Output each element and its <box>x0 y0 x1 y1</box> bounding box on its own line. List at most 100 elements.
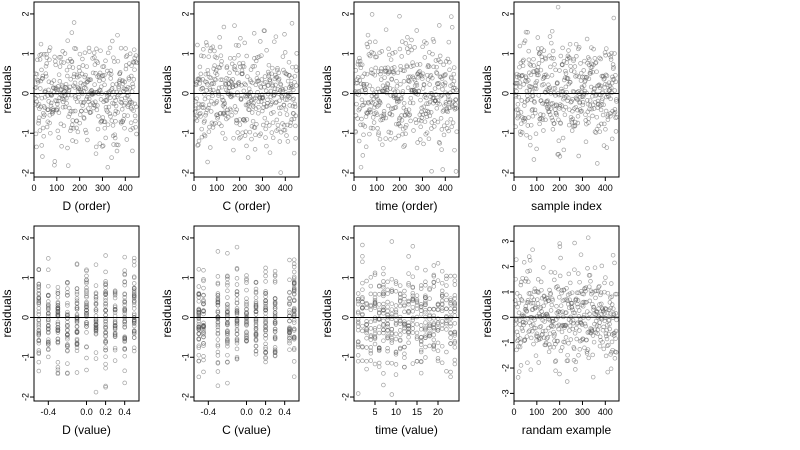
data-point <box>431 342 437 347</box>
data-point <box>368 319 374 325</box>
data-point <box>237 136 242 141</box>
data-point <box>410 296 416 302</box>
data-point <box>81 116 87 121</box>
data-point <box>589 106 595 112</box>
data-point <box>409 47 414 53</box>
data-point <box>435 81 440 87</box>
data-point <box>401 101 407 106</box>
data-points <box>512 4 619 166</box>
data-point <box>287 338 292 344</box>
data-point <box>70 138 75 143</box>
data-point <box>101 64 107 69</box>
x-tick-label: 300 <box>575 183 590 193</box>
data-point <box>540 328 546 334</box>
x-tick-label: 200 <box>392 183 407 193</box>
data-point <box>196 316 202 321</box>
data-point <box>131 348 137 354</box>
data-point <box>103 269 108 275</box>
data-point <box>46 267 51 273</box>
data-point <box>55 295 61 300</box>
x-tick-label: 100 <box>369 183 384 193</box>
data-point <box>372 303 378 309</box>
data-point <box>587 284 592 289</box>
data-point <box>521 82 526 87</box>
data-point <box>368 307 374 313</box>
data-point <box>196 331 202 336</box>
data-point <box>363 144 369 150</box>
data-point <box>596 284 601 290</box>
data-point <box>280 54 286 59</box>
data-point <box>614 291 619 297</box>
data-point <box>614 317 619 323</box>
data-point <box>84 277 89 283</box>
data-point <box>377 136 383 142</box>
data-point <box>369 12 375 17</box>
data-point <box>587 98 593 103</box>
data-point <box>431 346 437 352</box>
data-point <box>404 46 410 51</box>
data-point <box>291 298 297 303</box>
data-point <box>272 319 278 324</box>
data-point <box>215 360 221 365</box>
data-point <box>604 46 609 51</box>
data-point <box>448 316 453 321</box>
data-point <box>112 135 118 141</box>
y-tick-label: -2 <box>340 393 350 401</box>
data-point <box>57 79 63 84</box>
data-point <box>93 151 99 156</box>
data-point <box>263 273 268 279</box>
data-point <box>234 306 240 311</box>
data-point <box>201 369 206 375</box>
data-point <box>582 345 587 351</box>
data-point <box>255 71 261 76</box>
data-point <box>389 77 395 82</box>
data-point <box>360 295 365 300</box>
data-point <box>435 356 441 361</box>
data-point <box>46 299 51 304</box>
data-point <box>370 126 376 131</box>
data-point <box>47 45 53 50</box>
data-point <box>196 267 202 272</box>
data-point <box>243 82 248 88</box>
data-point <box>368 345 374 350</box>
data-point <box>260 122 266 128</box>
data-point <box>227 55 233 61</box>
data-point <box>131 108 136 113</box>
data-point <box>517 344 523 350</box>
data-point <box>552 359 558 364</box>
data-point <box>539 116 544 121</box>
data-point <box>122 79 127 85</box>
data-point <box>201 357 206 363</box>
data-point <box>586 116 591 121</box>
data-point <box>613 328 619 334</box>
data-point <box>548 269 554 275</box>
data-point <box>612 107 618 112</box>
data-point <box>270 120 276 125</box>
data-point <box>406 329 411 334</box>
data-point <box>385 299 390 305</box>
data-point <box>525 298 531 303</box>
data-point <box>587 57 592 62</box>
data-point <box>389 338 395 343</box>
data-point <box>112 291 118 297</box>
data-point <box>603 108 609 114</box>
data-point <box>98 97 104 102</box>
data-point <box>54 90 60 95</box>
data-point <box>567 41 573 47</box>
x-tick-label: 400 <box>598 407 613 417</box>
data-point <box>542 335 547 340</box>
data-point <box>112 132 118 137</box>
data-point <box>63 81 69 87</box>
data-point <box>56 110 62 115</box>
data-point <box>196 319 202 324</box>
data-point <box>446 94 451 99</box>
data-point <box>555 80 560 86</box>
data-point <box>86 96 92 102</box>
data-point <box>200 102 206 107</box>
data-point <box>84 344 89 349</box>
data-point <box>381 382 386 388</box>
data-point <box>452 147 457 153</box>
data-point <box>35 57 40 63</box>
data-point <box>201 354 206 359</box>
